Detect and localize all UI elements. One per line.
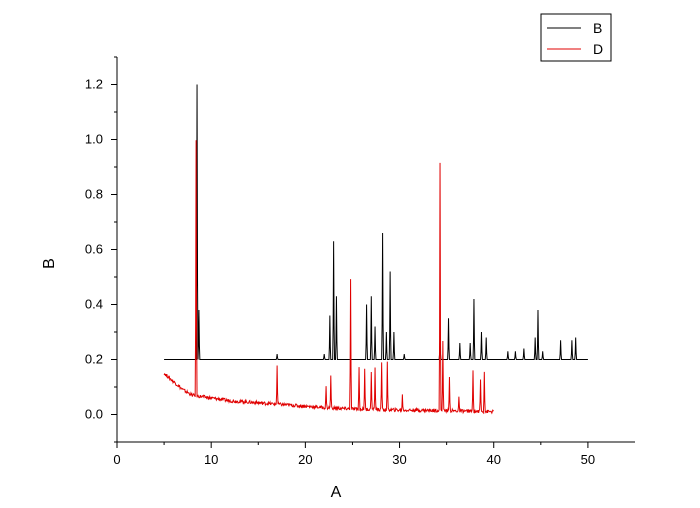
series-line-B [164,84,588,360]
x-tick-label: 0 [113,452,120,467]
x-tick-label: 30 [392,452,406,467]
x-axis-title: A [331,484,342,501]
y-tick-label: 0.6 [85,242,103,257]
y-tick-label: 0.0 [85,407,103,422]
legend-box [540,13,612,62]
x-tick-label: 10 [204,452,218,467]
x-tick-label: 20 [298,452,312,467]
x-tick-label: 50 [581,452,595,467]
x-tick-label: 40 [486,452,500,467]
legend-label-D: D [593,41,603,57]
legend-label-B: B [593,20,602,36]
legend: BD [540,13,612,62]
y-tick-label: 0.8 [85,187,103,202]
y-tick-label: 1.2 [85,77,103,92]
y-tick-label: 0.4 [85,297,103,312]
y-tick-label: 0.2 [85,352,103,367]
plot-area [163,84,588,415]
axes: 0 10 20 30 40 50 0.0 0.2 0.4 0.6 0.8 1.0 1.2 A B [41,56,635,501]
y-axis-title: B [41,258,58,269]
y-tick-label: 1.0 [85,132,103,147]
series-line-D [163,140,494,415]
